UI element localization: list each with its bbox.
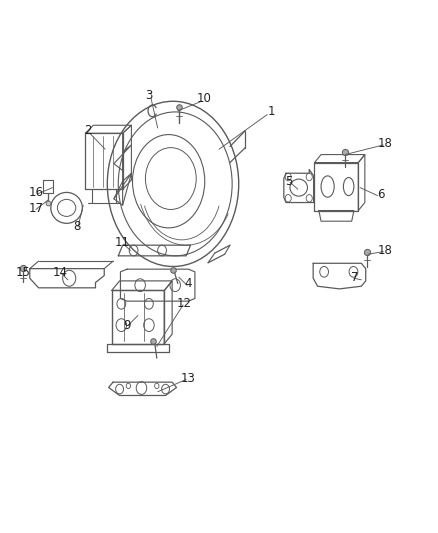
Text: 13: 13 xyxy=(181,372,196,385)
Text: 7: 7 xyxy=(351,271,359,284)
Text: 8: 8 xyxy=(73,220,80,233)
Text: 4: 4 xyxy=(184,277,192,290)
Text: 3: 3 xyxy=(145,90,152,102)
Text: 17: 17 xyxy=(28,203,43,215)
Text: 16: 16 xyxy=(28,187,43,199)
Text: 18: 18 xyxy=(378,138,393,150)
Text: 5: 5 xyxy=(286,175,293,188)
Text: 14: 14 xyxy=(53,266,68,279)
Text: 2: 2 xyxy=(84,124,92,137)
Text: 11: 11 xyxy=(115,236,130,249)
Text: 1: 1 xyxy=(268,106,276,118)
Text: 10: 10 xyxy=(196,92,211,105)
Text: 6: 6 xyxy=(377,188,385,201)
Text: 9: 9 xyxy=(123,319,131,332)
Text: 12: 12 xyxy=(177,297,191,310)
Text: 15: 15 xyxy=(15,266,30,279)
Text: 18: 18 xyxy=(378,244,393,257)
